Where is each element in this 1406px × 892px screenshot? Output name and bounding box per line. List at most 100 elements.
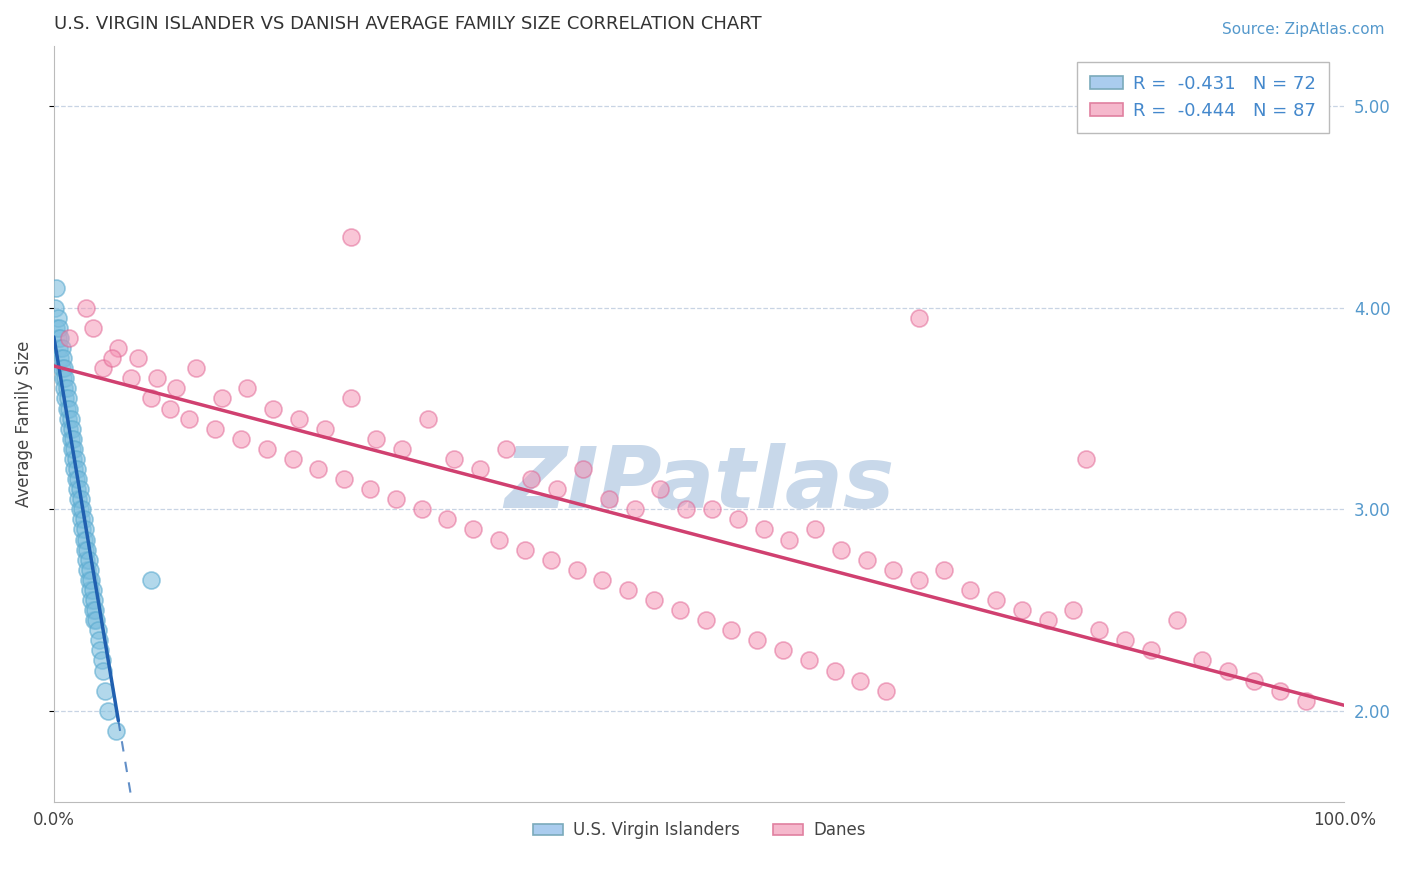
Point — [75, 552, 97, 566]
Point — [82, 582, 104, 597]
Point — [436, 512, 458, 526]
Point — [617, 582, 640, 597]
Point — [107, 341, 129, 355]
Point — [1036, 613, 1059, 627]
Point — [752, 523, 775, 537]
Point — [46, 331, 69, 345]
Point — [727, 512, 749, 526]
Point — [772, 643, 794, 657]
Point — [1191, 653, 1213, 667]
Point — [229, 432, 252, 446]
Point — [48, 321, 70, 335]
Point — [139, 573, 162, 587]
Point — [69, 482, 91, 496]
Text: U.S. VIRGIN ISLANDER VS DANISH AVERAGE FAMILY SIZE CORRELATION CHART: U.S. VIRGIN ISLANDER VS DANISH AVERAGE F… — [53, 15, 762, 33]
Point — [70, 512, 93, 526]
Point — [720, 624, 742, 638]
Point — [1243, 673, 1265, 688]
Point — [1076, 451, 1098, 466]
Point — [104, 724, 127, 739]
Point — [856, 552, 879, 566]
Point — [416, 411, 439, 425]
Point — [97, 704, 120, 718]
Point — [84, 603, 107, 617]
Point — [79, 563, 101, 577]
Point — [56, 411, 79, 425]
Point — [82, 321, 104, 335]
Point — [62, 432, 84, 446]
Point — [58, 422, 80, 436]
Point — [675, 502, 697, 516]
Point — [959, 582, 981, 597]
Point — [75, 533, 97, 547]
Point — [179, 411, 201, 425]
Point — [513, 542, 536, 557]
Point — [45, 280, 67, 294]
Point — [60, 442, 83, 456]
Point — [70, 492, 93, 507]
Point — [83, 613, 105, 627]
Point — [495, 442, 517, 456]
Point — [700, 502, 723, 516]
Point — [643, 593, 665, 607]
Point — [339, 230, 361, 244]
Point — [58, 401, 80, 416]
Point — [1088, 624, 1111, 638]
Point — [52, 371, 75, 385]
Point — [804, 523, 827, 537]
Point — [76, 563, 98, 577]
Point — [907, 573, 929, 587]
Point — [565, 563, 588, 577]
Point — [77, 552, 100, 566]
Point — [63, 462, 86, 476]
Point — [747, 633, 769, 648]
Point — [53, 381, 76, 395]
Point — [572, 462, 595, 476]
Point — [650, 482, 672, 496]
Point — [165, 381, 187, 395]
Point — [75, 301, 97, 315]
Point — [849, 673, 872, 688]
Point — [520, 472, 543, 486]
Point — [49, 351, 72, 365]
Point — [984, 593, 1007, 607]
Point — [281, 451, 304, 466]
Point — [443, 451, 465, 466]
Point — [86, 613, 108, 627]
Point — [94, 683, 117, 698]
Point — [90, 653, 112, 667]
Point — [72, 533, 94, 547]
Point — [256, 442, 278, 456]
Point — [120, 371, 142, 385]
Point — [55, 381, 77, 395]
Point — [411, 502, 433, 516]
Point — [797, 653, 820, 667]
Point — [44, 301, 66, 315]
Point — [540, 552, 562, 566]
Point — [73, 523, 96, 537]
Point — [463, 523, 485, 537]
Point — [366, 432, 388, 446]
Point — [48, 341, 70, 355]
Point — [591, 573, 613, 587]
Point — [623, 502, 645, 516]
Point — [307, 462, 329, 476]
Point — [146, 371, 169, 385]
Point — [55, 401, 77, 416]
Point — [73, 542, 96, 557]
Point — [58, 331, 80, 345]
Point — [77, 573, 100, 587]
Point — [778, 533, 800, 547]
Point — [488, 533, 510, 547]
Point — [934, 563, 956, 577]
Point — [56, 392, 79, 406]
Point — [1114, 633, 1136, 648]
Point — [1295, 694, 1317, 708]
Point — [67, 472, 90, 486]
Point — [824, 664, 846, 678]
Point — [288, 411, 311, 425]
Point — [89, 643, 111, 657]
Point — [236, 381, 259, 395]
Point — [49, 331, 72, 345]
Point — [55, 371, 77, 385]
